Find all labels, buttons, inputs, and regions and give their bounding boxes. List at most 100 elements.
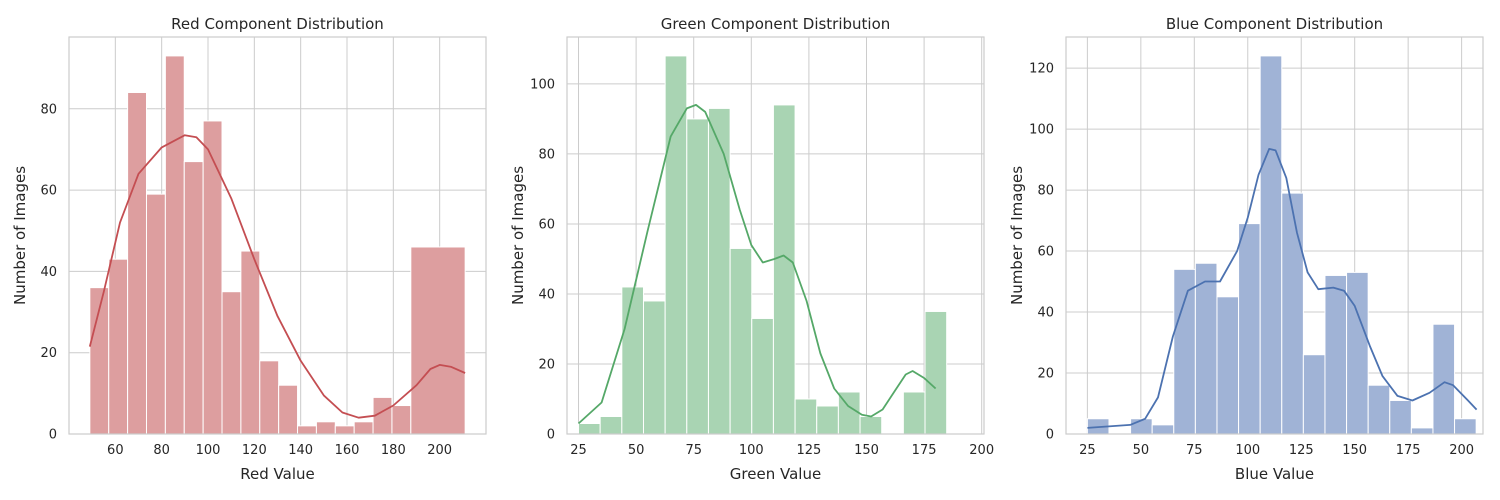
- histogram-bar: [924, 310, 948, 435]
- histogram-bar: [578, 422, 601, 435]
- histogram-bar: [353, 421, 374, 435]
- chart-title: Green Component Distribution: [661, 15, 891, 33]
- histogram-bar: [1151, 424, 1175, 435]
- x-tick-label: 125: [796, 443, 821, 458]
- y-tick-label: 100: [1029, 123, 1054, 138]
- histogram-bar: [202, 120, 223, 435]
- histogram-bar: [642, 300, 666, 435]
- kde-line: [577, 104, 937, 425]
- x-axis-label: Green Value: [730, 465, 821, 483]
- histogram-bar: [751, 317, 774, 435]
- histogram-bar: [1302, 354, 1326, 435]
- chart-panel-1: 60 80 100 120 140 160 180 200 0 20 40 60 80 Red Compo…: [11, 15, 487, 483]
- axes-frame: [1065, 36, 1484, 435]
- chart-title: Red Component Distribution: [171, 15, 384, 33]
- x-tick-label: 25: [1079, 443, 1096, 458]
- y-tick-label: 20: [538, 357, 555, 372]
- axes-frame: [68, 36, 487, 435]
- y-tick-label: 120: [1029, 62, 1054, 77]
- y-tick-label: 80: [538, 147, 555, 162]
- y-tick-label: 100: [530, 77, 555, 92]
- histogram-bar: [1432, 323, 1456, 435]
- histogram-bar: [859, 415, 883, 435]
- histogram-bar: [1194, 262, 1218, 435]
- histogram-bar: [1346, 271, 1369, 435]
- chart-title: Blue Component Distribution: [1166, 15, 1383, 33]
- x-tick-label: 75: [1186, 443, 1203, 458]
- y-tick-label: 0: [547, 428, 555, 443]
- histogram-bar: [259, 360, 280, 435]
- y-tick-label: 60: [40, 184, 57, 199]
- x-tick-label: 160: [335, 443, 360, 458]
- x-tick-label: 175: [1396, 443, 1421, 458]
- kde-line: [1087, 148, 1478, 429]
- y-tick-label: 60: [1037, 245, 1054, 260]
- y-tick-label: 80: [1037, 184, 1054, 199]
- kde-line: [88, 134, 466, 419]
- histogram-bar: [108, 258, 129, 435]
- x-axis-label: Blue Value: [1235, 465, 1314, 483]
- histogram-bar: [794, 398, 818, 435]
- histogram-bar: [621, 286, 644, 435]
- y-tick-label: 80: [40, 102, 57, 117]
- histogram-bar: [599, 415, 623, 435]
- x-tick-label: 75: [685, 443, 702, 458]
- y-axis-label: Number of Images: [11, 166, 29, 305]
- x-tick-label: 150: [854, 443, 879, 458]
- x-tick-label: 100: [739, 443, 764, 458]
- x-axis-label: Red Value: [240, 465, 314, 483]
- axes-frame: [566, 36, 985, 435]
- y-tick-label: 40: [1037, 306, 1054, 321]
- x-tick-label: 50: [1133, 443, 1150, 458]
- x-tick-label: 125: [1289, 443, 1314, 458]
- histogram-bar: [391, 405, 412, 435]
- y-tick-label: 40: [538, 287, 555, 302]
- histogram-bar: [729, 247, 753, 435]
- histogram-bar: [240, 250, 261, 435]
- histogram-bar: [707, 107, 731, 435]
- y-tick-label: 40: [40, 265, 57, 280]
- x-tick-label: 180: [381, 443, 406, 458]
- x-tick-label: 200: [969, 443, 994, 458]
- x-tick-label: 150: [1342, 443, 1367, 458]
- histogram-bar: [145, 193, 166, 435]
- histogram-bar: [1216, 296, 1240, 435]
- y-tick-label: 0: [1046, 428, 1054, 443]
- x-tick-label: 100: [1235, 443, 1260, 458]
- histogram-bar: [1281, 192, 1304, 435]
- x-tick-label: 25: [570, 443, 587, 458]
- histogram-bar: [1324, 274, 1348, 435]
- histogram-bar: [816, 405, 839, 435]
- histogram-bar: [1367, 384, 1391, 435]
- histogram-bar: [221, 291, 242, 435]
- x-tick-label: 200: [427, 443, 452, 458]
- x-tick-label: 100: [196, 443, 221, 458]
- histogram-bar: [772, 104, 796, 435]
- x-tick-label: 60: [107, 443, 124, 458]
- histogram-bar: [1389, 399, 1412, 435]
- x-tick-label: 120: [242, 443, 267, 458]
- x-tick-label: 140: [288, 443, 313, 458]
- histogram-bar: [127, 91, 147, 435]
- y-tick-label: 0: [49, 428, 57, 443]
- histogram-bar: [1410, 427, 1434, 435]
- histogram-bar: [315, 421, 336, 435]
- histogram-bar: [278, 384, 299, 435]
- x-tick-label: 200: [1449, 443, 1474, 458]
- y-axis-label: Number of Images: [1008, 166, 1026, 305]
- histogram-bar: [334, 425, 355, 435]
- histogram-bar: [297, 425, 317, 435]
- x-tick-label: 50: [628, 443, 645, 458]
- y-tick-label: 20: [40, 346, 57, 361]
- y-tick-label: 20: [1037, 367, 1054, 382]
- x-tick-label: 175: [912, 443, 937, 458]
- histogram-bar: [686, 118, 709, 435]
- histogram-bar: [1454, 418, 1477, 435]
- histogram-bar: [1259, 55, 1283, 435]
- chart-panel-3: 25 50 75 100 125 150 175 200 0 20 40 60 80 100 120 Blue…: [1008, 15, 1484, 483]
- y-axis-label: Number of Images: [509, 166, 527, 305]
- y-tick-label: 60: [538, 217, 555, 232]
- x-tick-label: 80: [153, 443, 170, 458]
- histogram-bar: [164, 55, 185, 435]
